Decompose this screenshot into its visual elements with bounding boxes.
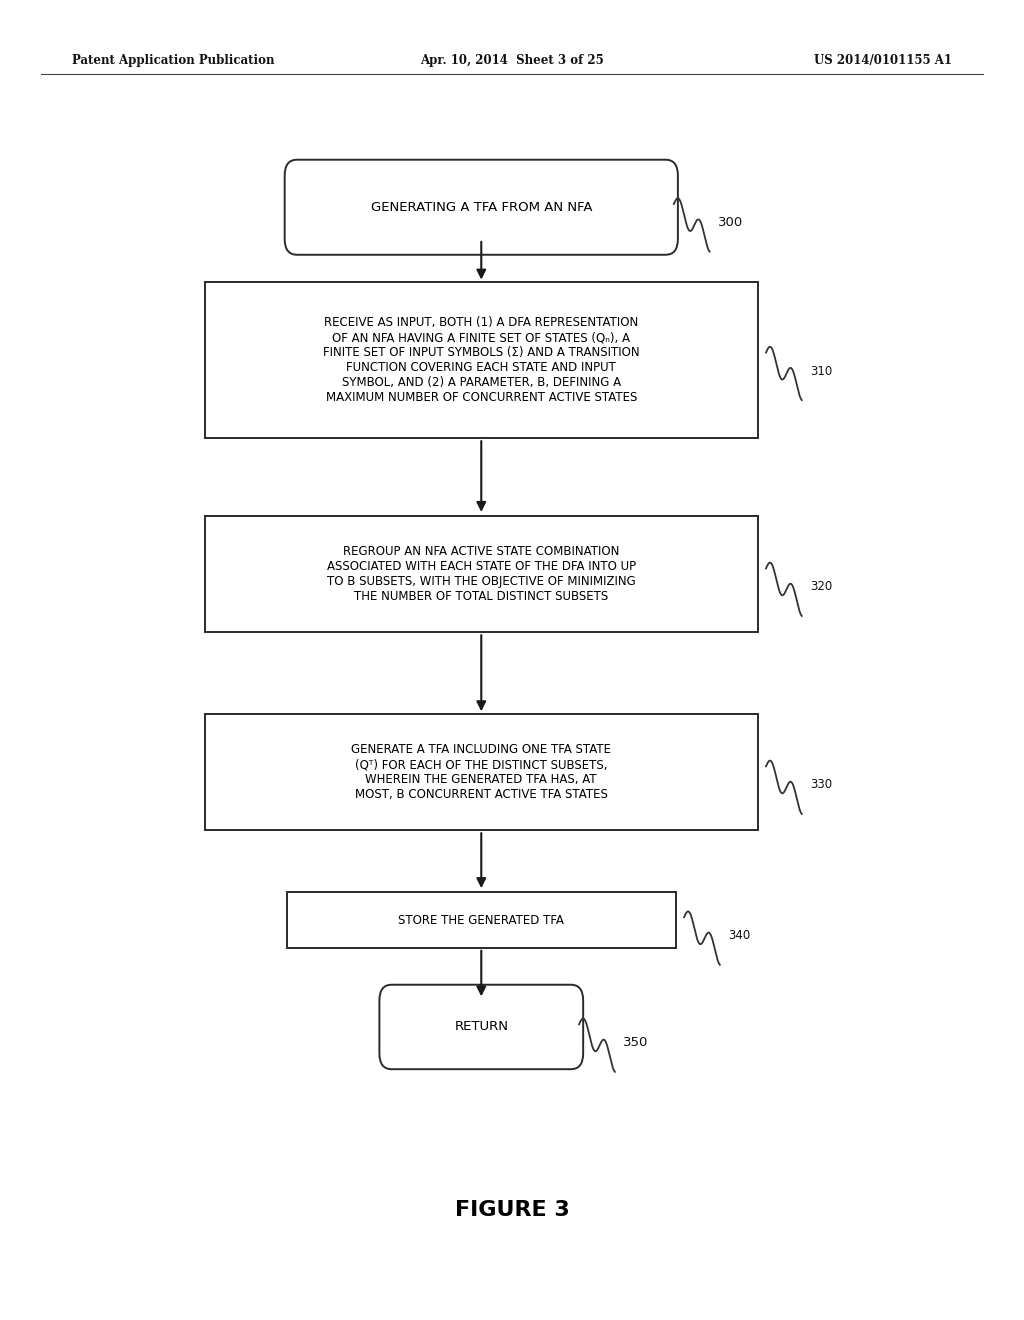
Text: GENERATE A TFA INCLUDING ONE TFA STATE
(Qᵀ) FOR EACH OF THE DISTINCT SUBSETS,
WH: GENERATE A TFA INCLUDING ONE TFA STATE (… <box>351 743 611 801</box>
Text: US 2014/0101155 A1: US 2014/0101155 A1 <box>814 54 952 67</box>
Text: REGROUP AN NFA ACTIVE STATE COMBINATION
ASSOCIATED WITH EACH STATE OF THE DFA IN: REGROUP AN NFA ACTIVE STATE COMBINATION … <box>327 545 636 603</box>
Bar <box>287 892 676 948</box>
FancyBboxPatch shape <box>379 985 583 1069</box>
Bar <box>205 516 758 632</box>
Text: 320: 320 <box>810 581 833 594</box>
Text: RETURN: RETURN <box>455 1020 508 1034</box>
Text: 340: 340 <box>728 929 751 942</box>
Bar <box>205 714 758 830</box>
Text: 330: 330 <box>810 779 833 792</box>
Text: GENERATING A TFA FROM AN NFA: GENERATING A TFA FROM AN NFA <box>371 201 592 214</box>
Text: RECEIVE AS INPUT, BOTH (1) A DFA REPRESENTATION
OF AN NFA HAVING A FINITE SET OF: RECEIVE AS INPUT, BOTH (1) A DFA REPRESE… <box>323 317 640 404</box>
Text: Apr. 10, 2014  Sheet 3 of 25: Apr. 10, 2014 Sheet 3 of 25 <box>420 54 604 67</box>
Text: STORE THE GENERATED TFA: STORE THE GENERATED TFA <box>398 913 564 927</box>
Text: 350: 350 <box>623 1036 648 1049</box>
Text: 300: 300 <box>718 216 743 230</box>
Text: Patent Application Publication: Patent Application Publication <box>72 54 274 67</box>
Bar <box>205 282 758 438</box>
FancyBboxPatch shape <box>285 160 678 255</box>
Text: FIGURE 3: FIGURE 3 <box>455 1200 569 1221</box>
Text: 310: 310 <box>810 364 833 378</box>
